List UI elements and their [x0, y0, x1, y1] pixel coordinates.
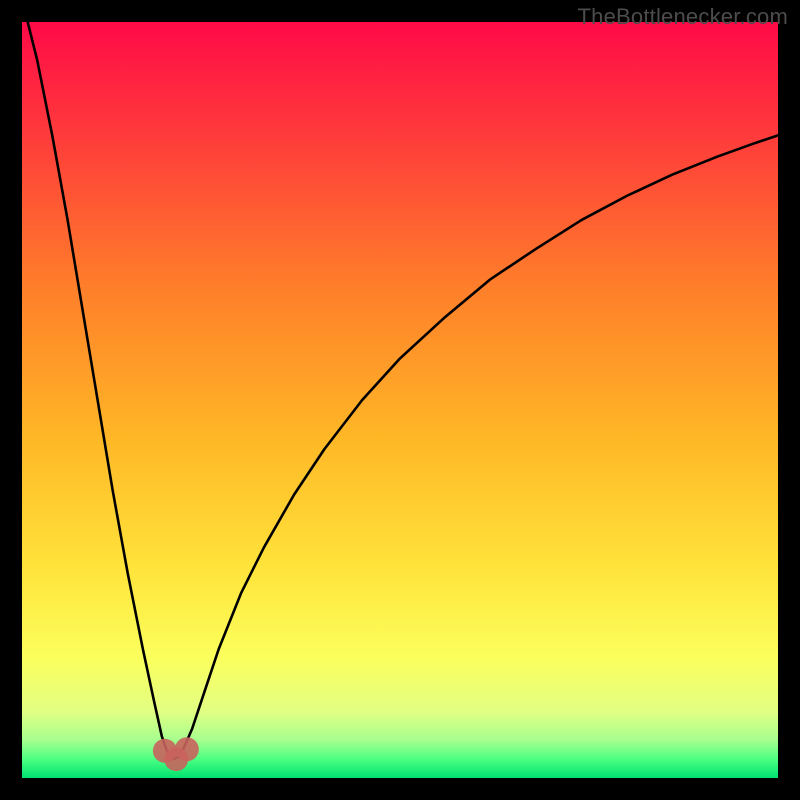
gradient-background [22, 22, 778, 778]
chart-root: TheBottlenecker.com [0, 0, 800, 800]
chart-svg [0, 0, 800, 800]
valley-marker [175, 737, 199, 761]
